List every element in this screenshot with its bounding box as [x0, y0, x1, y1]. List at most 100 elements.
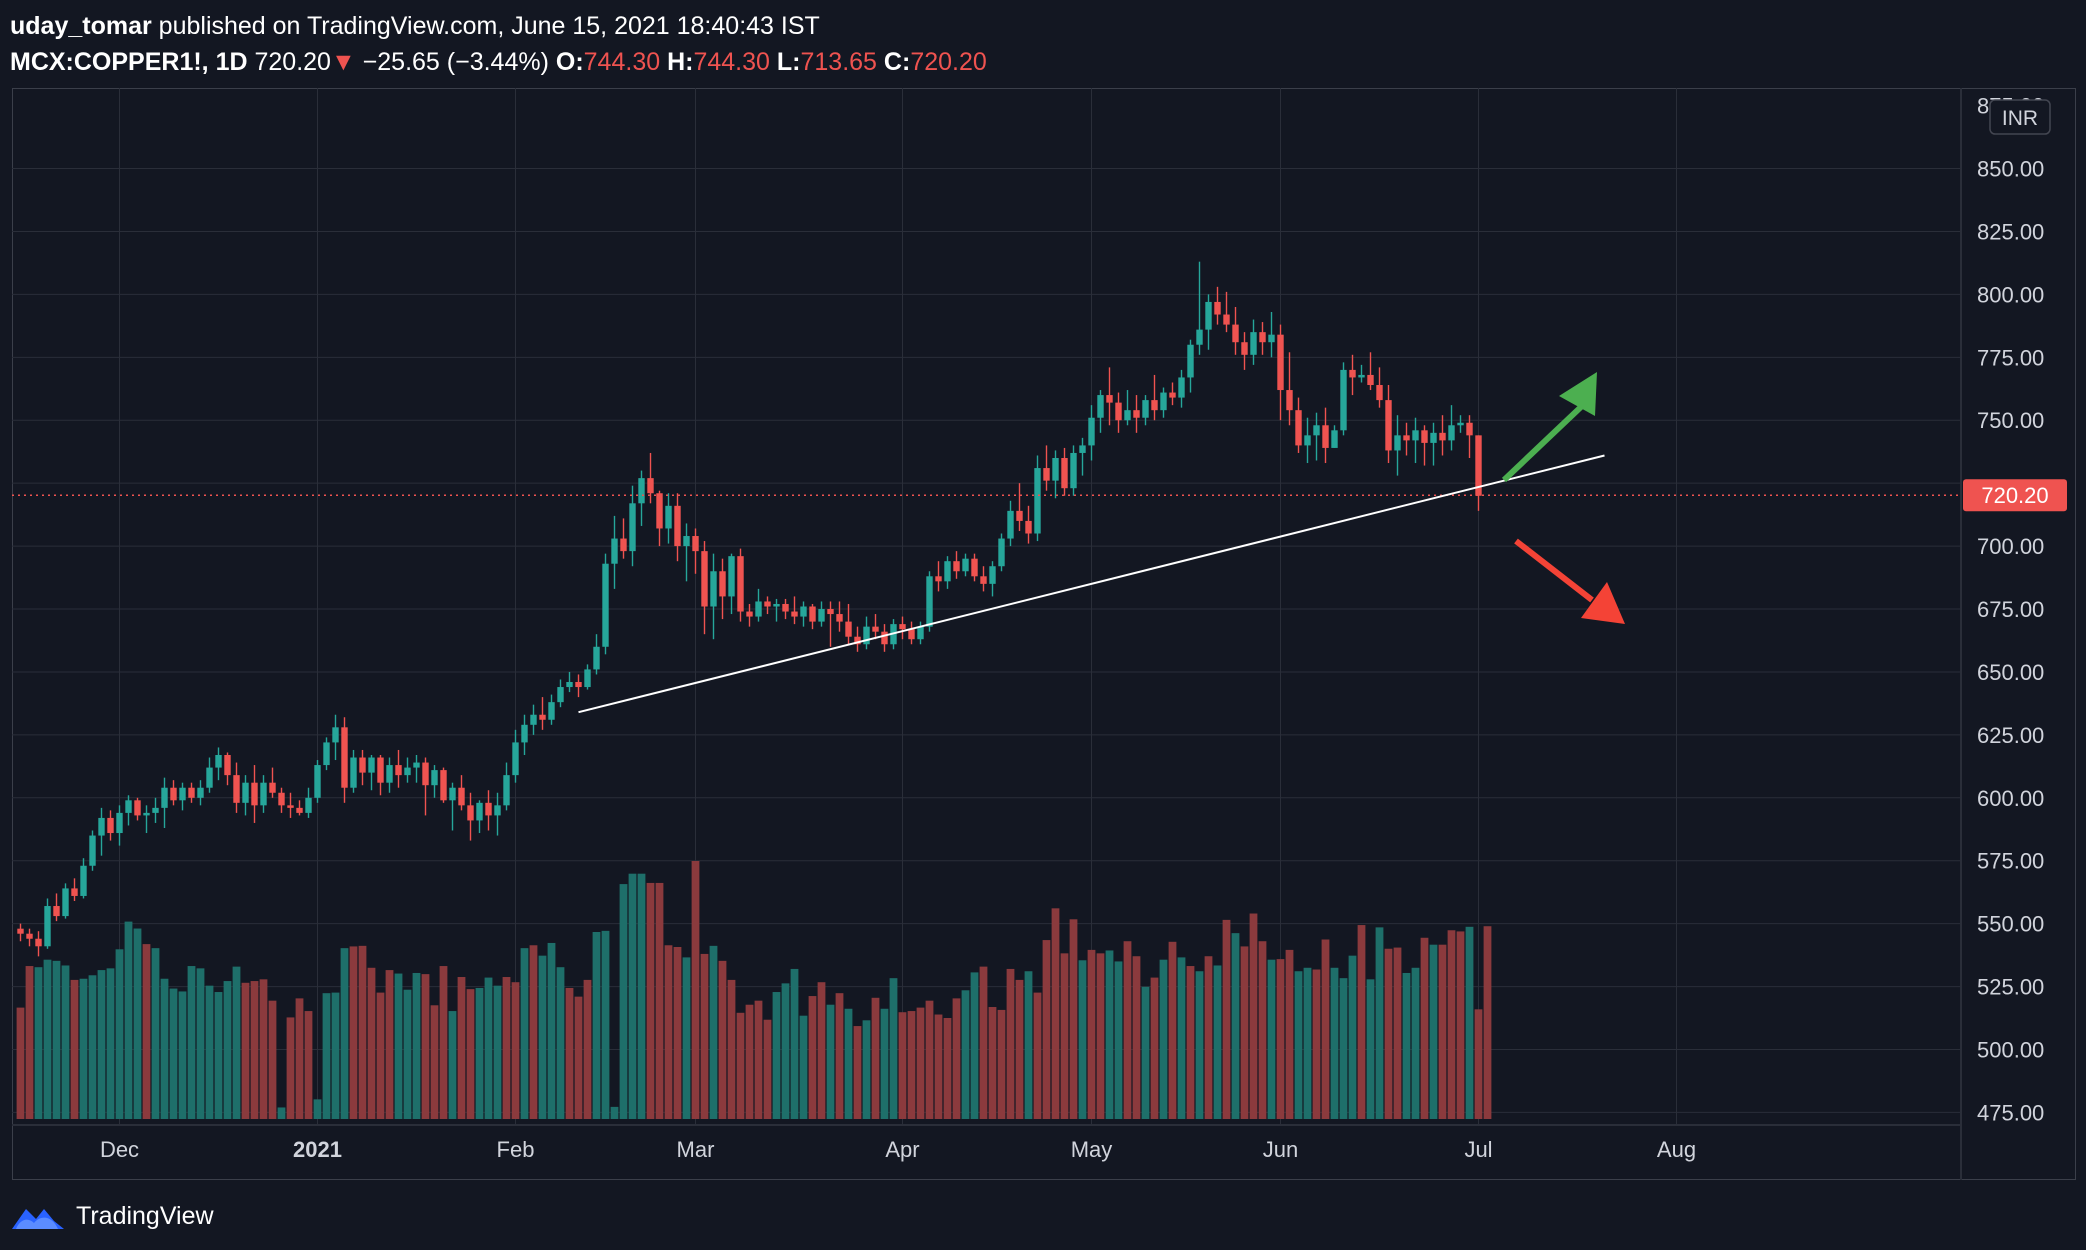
- green-arrow-icon[interactable]: [1501, 372, 1597, 483]
- candle-body-41[interactable]: [386, 765, 393, 783]
- candle-body-54[interactable]: [503, 775, 510, 806]
- candle-body-151[interactable]: [1376, 385, 1383, 401]
- candle-body-61[interactable]: [566, 682, 573, 688]
- candle-body-127[interactable]: [1160, 392, 1167, 411]
- candle-body-103[interactable]: [944, 561, 951, 582]
- candle-body-118[interactable]: [1079, 445, 1086, 453]
- tradingview-logo-icon[interactable]: [10, 1199, 66, 1233]
- candle-body-88[interactable]: [809, 606, 816, 622]
- candle-body-0[interactable]: [17, 928, 24, 934]
- candle-body-40[interactable]: [377, 757, 384, 783]
- candle-body-146[interactable]: [1331, 430, 1338, 448]
- candle-body-106[interactable]: [971, 558, 978, 577]
- candle-body-3[interactable]: [44, 906, 51, 947]
- red-arrow-icon[interactable]: [1514, 538, 1625, 624]
- candle-body-50[interactable]: [467, 805, 474, 821]
- candle-body-7[interactable]: [80, 865, 87, 896]
- candle-body-1[interactable]: [26, 933, 33, 939]
- candle-body-17[interactable]: [170, 787, 177, 801]
- candle-body-78[interactable]: [719, 571, 726, 597]
- candle-body-10[interactable]: [107, 817, 114, 834]
- candle-body-44[interactable]: [413, 762, 420, 768]
- candle-body-99[interactable]: [908, 629, 915, 640]
- candle-body-121[interactable]: [1106, 395, 1113, 403]
- candle-body-56[interactable]: [521, 724, 528, 743]
- candle-body-96[interactable]: [881, 631, 888, 645]
- candle-body-143[interactable]: [1304, 435, 1311, 446]
- candle-body-153[interactable]: [1394, 435, 1401, 451]
- candle-body-100[interactable]: [917, 626, 924, 640]
- candle-body-128[interactable]: [1169, 392, 1176, 398]
- candle-body-95[interactable]: [872, 626, 879, 632]
- candle-body-47[interactable]: [440, 770, 447, 801]
- candle-body-55[interactable]: [512, 742, 519, 776]
- candle-body-69[interactable]: [638, 478, 645, 504]
- candle-body-102[interactable]: [935, 576, 942, 582]
- candle-body-120[interactable]: [1097, 395, 1104, 418]
- candle-body-130[interactable]: [1187, 344, 1194, 378]
- candle-body-26[interactable]: [251, 782, 258, 806]
- candle-body-85[interactable]: [782, 603, 789, 612]
- candle-body-23[interactable]: [224, 755, 231, 776]
- candle-body-5[interactable]: [62, 888, 69, 917]
- candle-body-19[interactable]: [188, 787, 195, 798]
- brand-name[interactable]: TradingView: [76, 1201, 214, 1230]
- candle-body-139[interactable]: [1268, 334, 1275, 343]
- candle-body-108[interactable]: [989, 566, 996, 584]
- candle-body-107[interactable]: [980, 576, 987, 584]
- candle-body-125[interactable]: [1142, 400, 1149, 418]
- candle-body-98[interactable]: [899, 624, 906, 630]
- price-chart[interactable]: 875.00850.00825.00800.00775.00750.00700.…: [12, 88, 2076, 1180]
- candle-body-79[interactable]: [728, 556, 735, 597]
- candle-body-39[interactable]: [368, 757, 375, 773]
- candle-body-110[interactable]: [1007, 510, 1014, 539]
- candle-body-105[interactable]: [962, 558, 969, 572]
- candle-body-20[interactable]: [197, 787, 204, 798]
- candle-body-33[interactable]: [314, 765, 321, 798]
- candle-body-93[interactable]: [854, 636, 861, 645]
- candle-body-68[interactable]: [629, 503, 636, 552]
- trendline[interactable]: [578, 454, 1605, 714]
- candle-body-84[interactable]: [773, 603, 780, 607]
- candle-body-109[interactable]: [998, 538, 1005, 567]
- candle-body-83[interactable]: [764, 601, 771, 607]
- candle-body-104[interactable]: [953, 561, 960, 572]
- candle-body-35[interactable]: [332, 727, 339, 743]
- candle-body-129[interactable]: [1178, 377, 1185, 398]
- candle-body-9[interactable]: [98, 817, 105, 836]
- candle-body-13[interactable]: [134, 800, 141, 816]
- candle-body-92[interactable]: [845, 621, 852, 637]
- candle-body-8[interactable]: [89, 835, 96, 866]
- candle-body-18[interactable]: [179, 787, 186, 801]
- candle-body-115[interactable]: [1052, 457, 1059, 481]
- candle-body-65[interactable]: [602, 563, 609, 647]
- candle-body-21[interactable]: [206, 767, 213, 788]
- candle-body-27[interactable]: [260, 782, 267, 806]
- candle-body-114[interactable]: [1043, 468, 1050, 481]
- candle-body-148[interactable]: [1349, 369, 1356, 378]
- candle-body-70[interactable]: [647, 478, 654, 494]
- candle-body-89[interactable]: [818, 609, 825, 622]
- candle-body-38[interactable]: [359, 757, 366, 773]
- candle-body-132[interactable]: [1205, 301, 1212, 330]
- candle-body-117[interactable]: [1070, 452, 1077, 489]
- candle-body-154[interactable]: [1403, 435, 1410, 441]
- candle-body-116[interactable]: [1061, 457, 1068, 489]
- candle-body-53[interactable]: [494, 805, 501, 816]
- candle-body-156[interactable]: [1421, 430, 1428, 443]
- candle-body-4[interactable]: [53, 906, 60, 917]
- candle-body-64[interactable]: [593, 646, 600, 670]
- candle-body-2[interactable]: [35, 938, 42, 947]
- candle-body-119[interactable]: [1088, 417, 1095, 446]
- candle-body-152[interactable]: [1385, 400, 1392, 451]
- candle-body-160[interactable]: [1457, 422, 1464, 426]
- candle-body-75[interactable]: [692, 536, 699, 552]
- candle-body-76[interactable]: [701, 551, 708, 607]
- candle-body-29[interactable]: [278, 792, 285, 806]
- candle-body-32[interactable]: [305, 797, 312, 813]
- candle-body-45[interactable]: [422, 762, 429, 786]
- candle-body-155[interactable]: [1412, 430, 1419, 441]
- candle-body-49[interactable]: [458, 787, 465, 806]
- candle-body-145[interactable]: [1322, 425, 1329, 448]
- candle-body-133[interactable]: [1214, 301, 1221, 315]
